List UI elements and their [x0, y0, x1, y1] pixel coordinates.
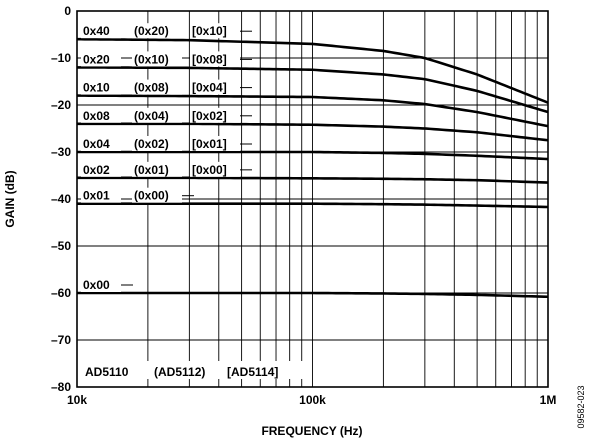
- gain-curve: [77, 202, 549, 209]
- y-tick-label: –40: [51, 192, 71, 206]
- curve-label-bg: [132, 79, 182, 95]
- curve-label-bg: [81, 107, 121, 123]
- y-tick-label: –60: [51, 286, 71, 300]
- curve-label-bg: [190, 79, 240, 95]
- legend-caption-bg: [82, 361, 308, 379]
- curve-code-label: 0x00: [83, 278, 110, 292]
- gain-curve: [77, 150, 549, 161]
- curve-code-label: (0x01): [134, 163, 169, 177]
- curve-code-label: (0x08): [134, 81, 169, 95]
- curve-code-label: 0x04: [83, 137, 110, 151]
- curve-code-label: (0x00): [134, 189, 169, 203]
- curve-code-label: 0x20: [83, 52, 110, 66]
- figure-id: 09582-023: [576, 385, 586, 428]
- legend-caption-part: (AD5112): [154, 365, 205, 379]
- grid: [76, 10, 548, 388]
- curve-code-label: (0x10): [134, 52, 169, 66]
- y-tick-label: 0: [64, 4, 71, 18]
- gain-curve: [77, 122, 549, 142]
- legend-caption: AD5110 (AD5112) [AD5114]: [82, 361, 308, 379]
- curve-label-bg: [190, 51, 240, 67]
- curve-code-label: 0x40: [83, 24, 110, 38]
- curve-label-bg: [81, 187, 121, 203]
- curve-label-bg: [132, 161, 182, 177]
- curve-code-label: [0x10]: [192, 24, 227, 38]
- legend-caption-part: [AD5114]: [227, 365, 278, 379]
- y-tick-label: –50: [51, 239, 71, 253]
- curve-code-label: (0x20): [134, 24, 169, 38]
- x-tick-label: 100k: [299, 393, 326, 407]
- y-axis-title: GAIN (dB): [3, 170, 17, 227]
- curve-code-label: 0x01: [83, 189, 110, 203]
- curve-label-bg: [81, 277, 121, 292]
- plot-frame: [76, 10, 549, 388]
- curve-code-label: (0x04): [134, 109, 169, 123]
- curve-code-label: [0x00]: [192, 163, 227, 177]
- curve-label-bg: [132, 51, 182, 67]
- curve-label-bg: [81, 23, 121, 39]
- curve-label-bg: [132, 23, 182, 39]
- curve-label-bg: [81, 51, 121, 67]
- y-tick-label: –70: [51, 333, 71, 347]
- gain-curve: [76, 37, 549, 104]
- curve-code-label: (0x02): [134, 137, 169, 151]
- curve-label-bg: [81, 79, 121, 95]
- x-tick-label: 1M: [540, 393, 557, 407]
- curve-label-bg: [81, 161, 121, 177]
- curve-code-label: [0x04]: [192, 81, 227, 95]
- legend-caption-part: AD5110: [85, 365, 129, 379]
- x-axis-title: FREQUENCY (Hz): [261, 424, 362, 438]
- curve-code-label: [0x08]: [192, 52, 227, 66]
- curve-code-label: [0x01]: [192, 137, 227, 151]
- curve-label-bg: [190, 107, 240, 123]
- curve-label-bg: [190, 23, 240, 39]
- curves: [76, 37, 549, 299]
- curve-label-bg: [190, 136, 240, 151]
- curve-label-bg: [81, 136, 121, 151]
- curve-label-bg: [132, 107, 182, 123]
- y-tick-label: –30: [51, 145, 71, 159]
- curve-label-bg: [132, 136, 182, 151]
- gain-curve: [77, 176, 549, 184]
- curve-labels: 0x40 (0x20) [0x10] 0x20 (0x10) [0x08] 0x10 (0x0…: [81, 23, 252, 292]
- y-tick-label: –10: [51, 51, 71, 65]
- gain-curve: [76, 66, 549, 114]
- x-tick-label: 10k: [67, 393, 87, 407]
- y-tick-label: –20: [51, 98, 71, 112]
- curve-code-label: 0x08: [83, 109, 110, 123]
- gain-curve: [76, 94, 549, 128]
- curve-code-label: [0x02]: [192, 109, 227, 123]
- y-tick-label: –80: [51, 380, 71, 394]
- curve-code-label: 0x10: [83, 81, 110, 95]
- curve-label-bg: [132, 187, 182, 203]
- curve-label-bg: [190, 161, 240, 177]
- gain-curve: [77, 291, 549, 299]
- curve-code-label: 0x02: [83, 163, 110, 177]
